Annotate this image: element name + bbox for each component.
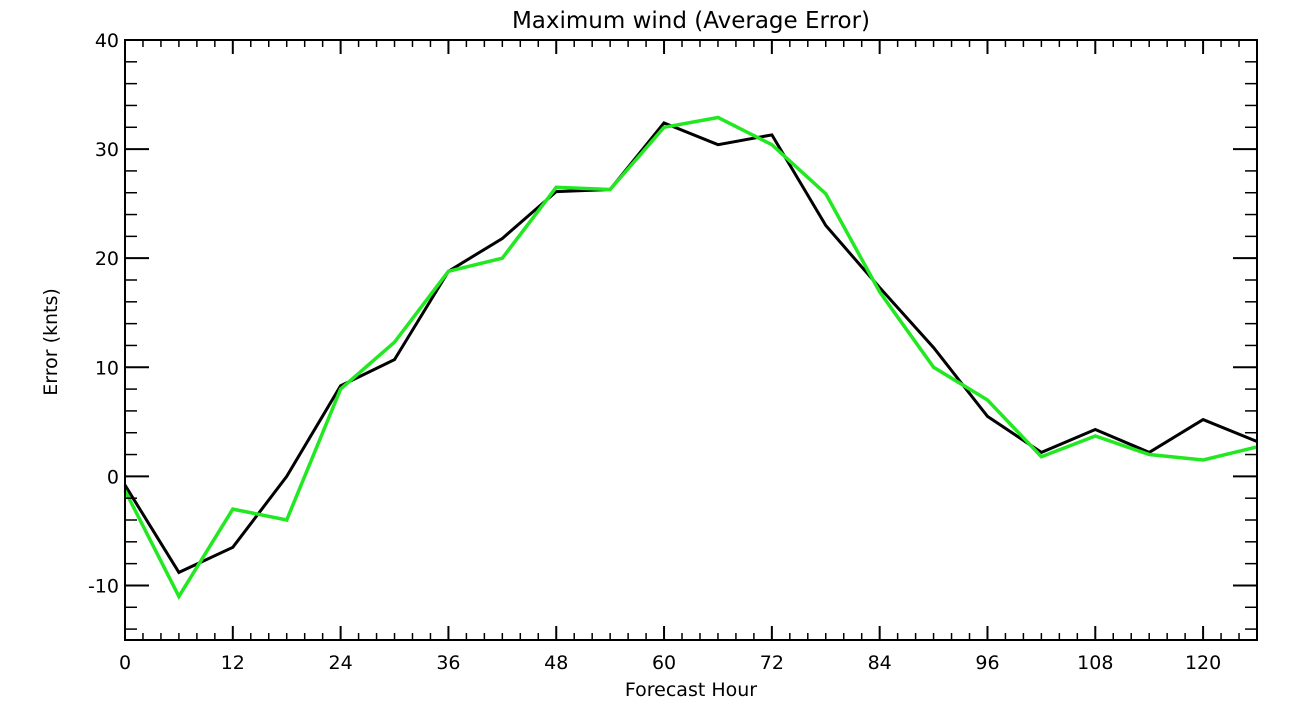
x-tick-label: 84 <box>868 652 892 674</box>
ticks-layer <box>124 39 1257 640</box>
x-tick-label: 96 <box>975 652 999 674</box>
x-tick-label: 36 <box>436 652 460 674</box>
x-tick-label: 120 <box>1185 652 1221 674</box>
x-tick-label: 12 <box>221 652 245 674</box>
x-tick-label: 72 <box>760 652 784 674</box>
series-line-1 <box>123 121 1258 575</box>
x-tick-label: 0 <box>119 652 131 674</box>
y-axis-label: Error (knts) <box>40 288 62 396</box>
y-tick-label: 20 <box>95 248 119 270</box>
y-tick-label: 40 <box>95 30 119 52</box>
x-axis-label: Forecast Hour <box>625 679 757 701</box>
chart-title: Maximum wind (Average Error) <box>512 8 870 34</box>
y-tick-label: -10 <box>88 575 119 597</box>
x-tick-label: 60 <box>652 652 676 674</box>
plot-frame <box>124 39 1258 641</box>
x-tick-label: 24 <box>329 652 353 674</box>
series-layer <box>123 115 1258 600</box>
y-tick-label: 10 <box>95 357 119 379</box>
tick-labels-layer: 0 12 24 36 48 60 72 84 96 108 120 -10 0 10 20 30 40 <box>88 30 1221 674</box>
y-tick-label: 0 <box>107 466 119 488</box>
y-tick-label: 30 <box>95 139 119 161</box>
x-tick-label: 108 <box>1077 652 1113 674</box>
x-tick-label: 48 <box>544 652 568 674</box>
series-line-2 <box>123 115 1258 600</box>
